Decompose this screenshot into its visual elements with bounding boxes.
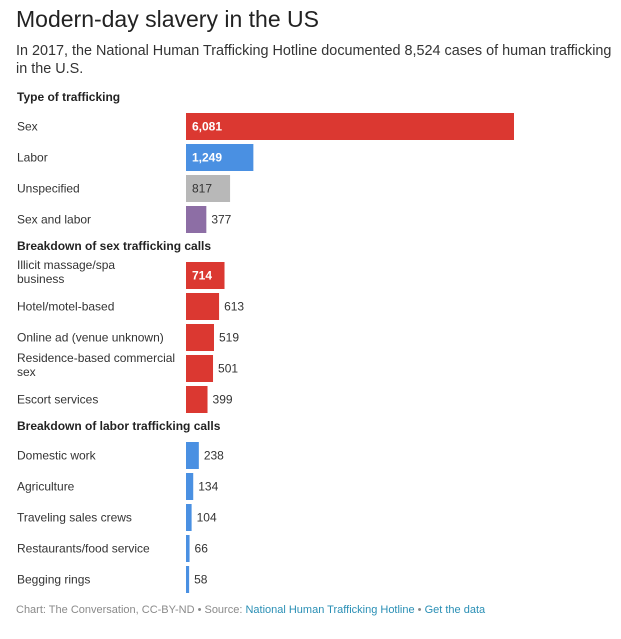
category-label: Online ad (venue unknown) [17, 331, 164, 345]
chart-subtitle: In 2017, the National Human Trafficking … [16, 43, 612, 77]
value-label: 104 [197, 511, 217, 525]
bar [186, 113, 514, 140]
category-label: Hotel/motel-based [17, 300, 114, 314]
category-label: Residence-based commercial sex [17, 351, 175, 379]
bar [186, 324, 214, 351]
bar [186, 355, 214, 382]
bar [186, 206, 207, 233]
bar [186, 386, 208, 413]
value-label: 58 [194, 573, 208, 587]
category-label: Labor [17, 151, 48, 165]
group-heading: Breakdown of labor trafficking calls [17, 419, 221, 433]
category-label: Traveling sales crews [17, 511, 132, 525]
value-label: 613 [224, 300, 244, 314]
bar [186, 566, 190, 593]
category-label: Agriculture [17, 480, 75, 494]
value-label: 501 [218, 362, 238, 376]
category-label: Sex and labor [17, 213, 91, 227]
bar [186, 293, 220, 320]
bar [186, 262, 225, 289]
value-label: 817 [192, 182, 212, 196]
group-heading: Breakdown of sex trafficking calls [17, 239, 211, 253]
bar [186, 175, 231, 202]
value-label: 377 [211, 213, 231, 227]
value-label: 714 [192, 269, 212, 283]
value-label: 399 [213, 393, 233, 407]
get-data-link[interactable]: Get the data [424, 604, 486, 616]
bar [186, 442, 199, 469]
source-link[interactable]: National Human Trafficking Hotline [245, 604, 415, 616]
category-label: Restaurants/food service [17, 542, 150, 556]
chart-title: Modern-day slavery in the US [16, 6, 319, 32]
footer-separator: • [414, 604, 425, 616]
chart-footer: Chart: The Conversation, CC-BY-ND • Sour… [16, 604, 485, 616]
value-label: 134 [198, 480, 218, 494]
bar-chart: Type of trafficking Sex 6,081 Labor 1,249 Uns… [17, 90, 514, 593]
category-label: Begging rings [17, 573, 90, 587]
bar [186, 535, 190, 562]
category-label: Unspecified [17, 182, 80, 196]
footer-credit: Chart: The Conversation, CC-BY-ND • Sour… [16, 604, 246, 616]
value-label: 1,249 [192, 151, 222, 165]
bar [186, 473, 194, 500]
category-label: Domestic work [17, 449, 97, 463]
group-heading: Type of trafficking [17, 90, 120, 104]
value-label: 519 [219, 331, 239, 345]
value-label: 6,081 [192, 120, 222, 134]
category-label: Sex [17, 120, 38, 134]
bar [186, 144, 254, 171]
bar [186, 504, 192, 531]
value-label: 238 [204, 449, 224, 463]
category-label: Escort services [17, 393, 98, 407]
value-label: 66 [195, 542, 209, 556]
category-label: Illicit massage/spa business [17, 258, 115, 286]
